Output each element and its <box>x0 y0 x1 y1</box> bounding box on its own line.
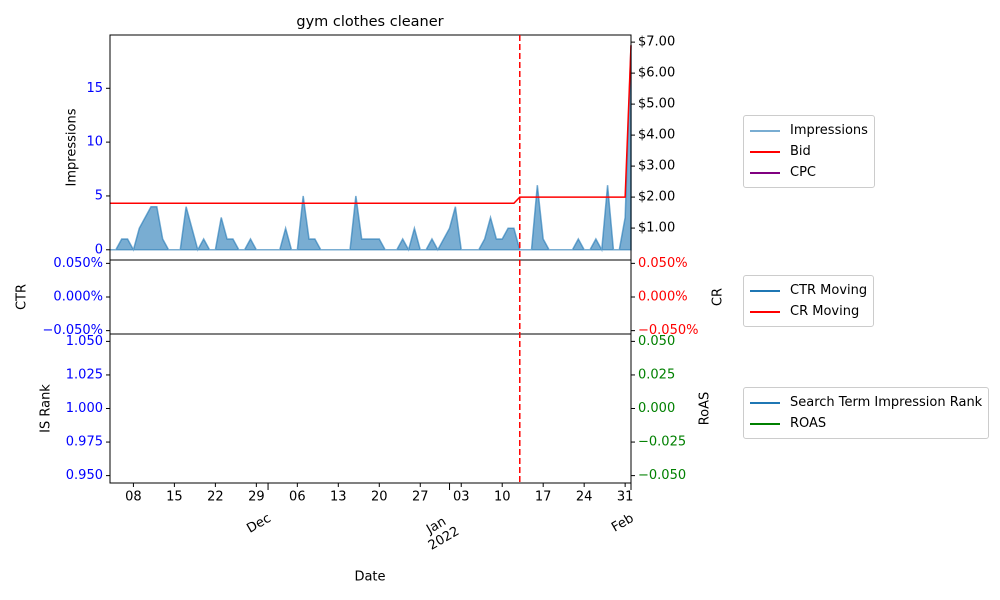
x-tick-label: 13 <box>330 490 347 505</box>
y-tick-label: 0.975 <box>66 435 103 450</box>
y-axis-label: Impressions <box>65 108 80 186</box>
y-tick-label: −0.050% <box>43 323 103 338</box>
legend-label: ROAS <box>790 416 827 431</box>
x-tick-label: 27 <box>412 490 429 505</box>
y2-tick-label: 0.000% <box>638 290 688 305</box>
legend-label: Search Term Impression Rank <box>790 395 983 410</box>
y-tick-label: 0.000% <box>53 290 103 305</box>
legend-entry: ROAS <box>750 413 982 434</box>
y2-tick-label: $1.00 <box>638 221 675 236</box>
x-tick-label: 06 <box>289 490 306 505</box>
x-tick-label: 20 <box>371 490 388 505</box>
legend-entry: CR Moving <box>750 301 867 322</box>
legend: Search Term Impression Rank ROAS <box>743 387 990 439</box>
y2-tick-label: $2.00 <box>638 190 675 205</box>
y2-tick-label: 0.050 <box>638 334 675 349</box>
x-tick-label: 08 <box>125 490 142 505</box>
x-tick-label: 10 <box>494 490 511 505</box>
legend: Impressions Bid CPC <box>743 115 875 188</box>
legend-swatch <box>750 310 780 313</box>
legend-entry: Bid <box>750 141 868 162</box>
legend-swatch <box>750 150 780 153</box>
y-tick-label: 1.000 <box>66 401 103 416</box>
legend-swatch <box>750 289 780 292</box>
y-tick-label: 1.050 <box>66 334 103 349</box>
x-tick-label: 24 <box>576 490 593 505</box>
y2-axis-label: RoAS <box>698 392 713 426</box>
y2-axis-label: CR <box>711 288 726 306</box>
legend-label: Impressions <box>790 123 868 138</box>
y-tick-label: 15 <box>86 81 103 96</box>
legend-entry: Impressions <box>750 120 868 141</box>
y-tick-label: 0 <box>95 242 103 257</box>
y2-tick-label: −0.050 <box>638 468 686 483</box>
y-tick-label: 0.050% <box>53 256 103 271</box>
y-tick-label: 10 <box>86 135 103 150</box>
legend-swatch <box>750 422 780 425</box>
y2-tick-label: 0.000 <box>638 401 675 416</box>
y2-tick-label: $7.00 <box>638 35 675 50</box>
legend-entry: CTR Moving <box>750 280 867 301</box>
y-axis-label: CTR <box>15 284 30 310</box>
y2-tick-label: −0.050% <box>638 323 698 338</box>
x-tick-label: 22 <box>207 490 224 505</box>
y2-tick-label: −0.025 <box>638 435 686 450</box>
x-tick-label: 03 <box>453 490 470 505</box>
legend: CTR Moving CR Moving <box>743 275 875 327</box>
line <box>110 45 632 205</box>
x-axis-label: Date <box>354 570 385 585</box>
legend-label: CTR Moving <box>790 283 868 298</box>
chart-title: gym clothes cleaner <box>296 14 443 30</box>
x-tick-label: 29 <box>248 490 265 505</box>
y2-tick-label: $4.00 <box>638 128 675 143</box>
legend-entry: Search Term Impression Rank <box>750 392 982 413</box>
legend-label: CPC <box>790 165 816 180</box>
y2-tick-label: $6.00 <box>638 66 675 81</box>
x-tick-label: 17 <box>535 490 552 505</box>
legend-swatch <box>750 129 780 132</box>
y-tick-label: 5 <box>95 188 103 203</box>
axes-frame <box>109 333 632 484</box>
legend-entry: CPC <box>750 162 868 183</box>
y2-tick-label: $5.00 <box>638 97 675 112</box>
x-tick-label: 31 <box>617 490 634 505</box>
axes-frame <box>109 259 632 335</box>
legend-swatch <box>750 401 780 404</box>
y2-tick-label: 0.025 <box>638 367 675 382</box>
y2-tick-label: $3.00 <box>638 159 675 174</box>
y-tick-label: 0.950 <box>66 468 103 483</box>
area <box>110 45 632 253</box>
legend-swatch <box>750 171 780 174</box>
legend-label: Bid <box>790 144 811 159</box>
x-tick-label: 15 <box>166 490 183 505</box>
legend-label: CR Moving <box>790 304 860 319</box>
y-tick-label: 1.025 <box>66 367 103 382</box>
y2-tick-label: 0.050% <box>638 256 688 271</box>
y-axis-label: IS Rank <box>39 384 54 433</box>
